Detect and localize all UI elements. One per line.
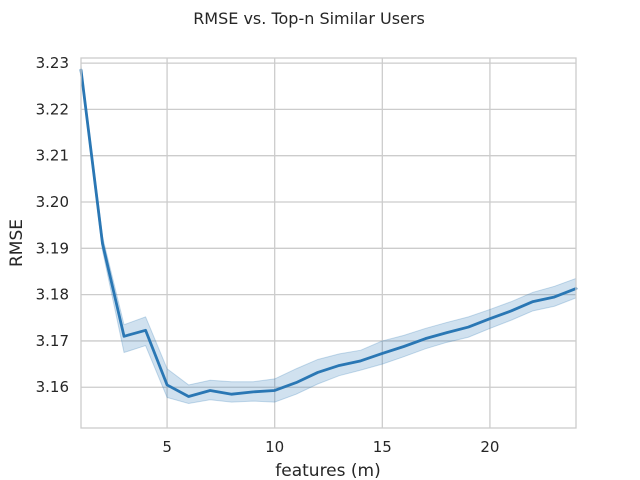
x-tick-label: 10: [265, 438, 284, 456]
series-line-layer: [79, 68, 578, 398]
y-tick-label: 3.19: [36, 239, 69, 257]
y-tick-labels: 3.16 3.17 3.18 3.19 3.20 3.21 3.22 3.23: [36, 54, 69, 396]
x-tick-label: 15: [373, 438, 392, 456]
gridlines: [81, 58, 576, 428]
x-tick-labels: 5 10 15 20: [162, 438, 499, 456]
y-tick-label: 3.22: [36, 100, 69, 118]
x-tick-label: 20: [480, 438, 499, 456]
y-axis-label: RMSE: [7, 219, 27, 267]
y-tick-label: 3.16: [36, 378, 69, 396]
y-tick-label: 3.20: [36, 193, 69, 211]
x-tick-label: 5: [162, 438, 172, 456]
plot-frame: [80, 57, 577, 429]
x-axis-label: features (m): [275, 461, 380, 480]
y-tick-label: 3.21: [36, 147, 69, 165]
y-tick-label: 3.23: [36, 54, 69, 72]
y-tick-label: 3.17: [36, 332, 69, 350]
y-tick-label: 3.18: [36, 286, 69, 304]
series-line: [79, 68, 578, 398]
chart-title: RMSE vs. Top-n Similar Users: [193, 9, 425, 28]
